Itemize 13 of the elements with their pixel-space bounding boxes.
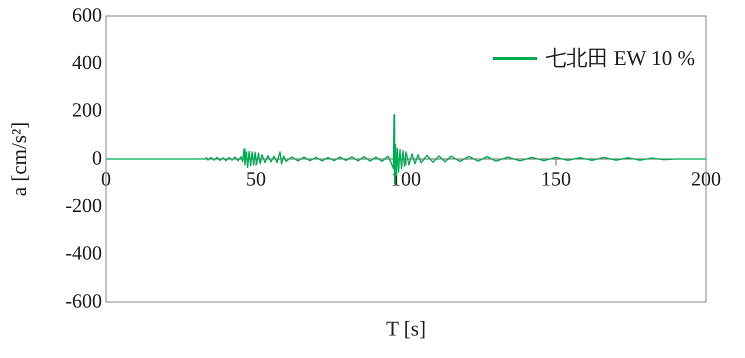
x-tick-label: 200 xyxy=(691,168,721,190)
y-axis-title: a [cm/s²] xyxy=(7,122,32,196)
y-tick-label: -400 xyxy=(65,242,102,265)
y-tick-label: 200 xyxy=(72,100,102,122)
y-tick-label: 400 xyxy=(72,52,102,74)
legend-label: 七北田 EW 10 % xyxy=(545,45,695,72)
y-tick-label: 0 xyxy=(92,147,102,170)
x-tick-label: 150 xyxy=(541,168,571,190)
x-tick-label: 50 xyxy=(246,168,266,190)
y-tick-label: -200 xyxy=(65,194,102,217)
y-tick-label: 600 xyxy=(72,4,102,26)
y-tick-label: -600 xyxy=(65,290,102,312)
x-axis-title: T [s] xyxy=(386,316,426,341)
